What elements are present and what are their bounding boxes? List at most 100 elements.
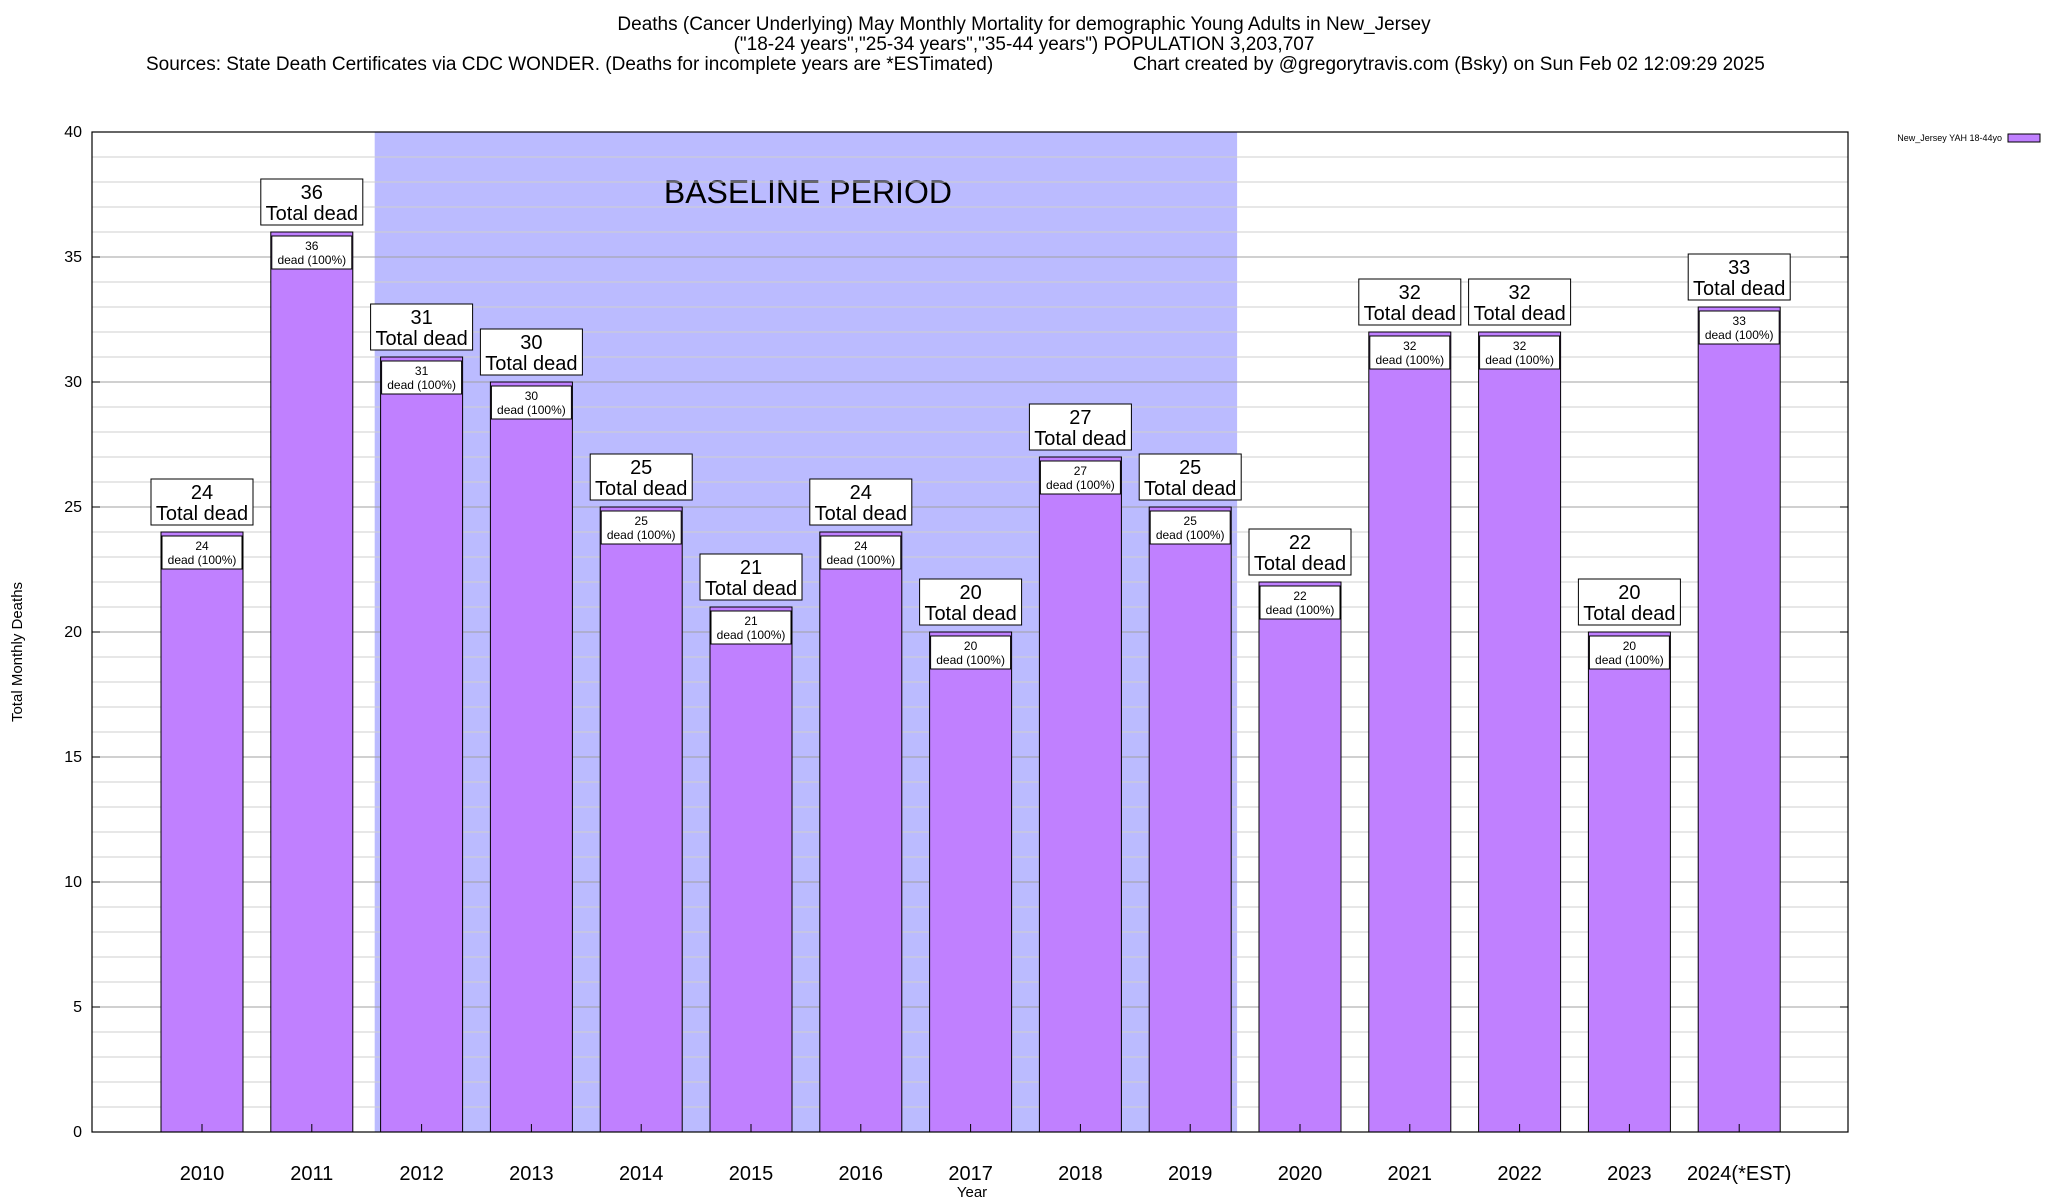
bar-inner-label: dead (100%) <box>717 628 786 642</box>
bar-inner-label-box <box>1698 310 1780 345</box>
bar-inner-value: 36 <box>305 239 319 253</box>
baseline-period-label: BASELINE PERIOD <box>664 174 952 210</box>
bar <box>489 381 573 1133</box>
bar-total-label: Total dead <box>1364 303 1456 325</box>
bar <box>819 531 903 1133</box>
bar-total-label-box <box>370 303 474 351</box>
x-tick-label: 2020 <box>1278 1163 1323 1185</box>
y-tick-label: 5 <box>73 999 82 1016</box>
bar-total-label-box <box>150 478 254 526</box>
bar-total-label-box <box>699 553 803 601</box>
bar-total-label-box <box>1577 578 1681 626</box>
bar-inner-label-box <box>1259 585 1341 620</box>
bar-inner-label-box <box>820 535 902 570</box>
bar-total-label-box <box>1138 453 1242 501</box>
bar-total-label-box <box>1028 403 1132 451</box>
bar-total-value: 36 <box>301 182 323 204</box>
y-tick-label: 30 <box>64 374 82 391</box>
bar-total-label: Total dead <box>156 503 248 525</box>
bar <box>1368 331 1452 1133</box>
bar-total-value: 21 <box>740 557 762 579</box>
bar-inner-value: 32 <box>1513 339 1527 353</box>
legend-label: New_Jersey YAH 18-44yo <box>1897 133 2002 143</box>
bar-inner-value: 22 <box>1293 589 1307 603</box>
bar <box>709 606 793 1133</box>
x-tick-label: 2011 <box>290 1163 333 1185</box>
y-tick-label: 40 <box>64 124 82 141</box>
bar <box>1478 331 1562 1133</box>
bar <box>270 231 354 1133</box>
bar <box>929 631 1013 1133</box>
bar-total-label-box <box>260 178 364 226</box>
legend-swatch <box>2007 133 2041 143</box>
bar-total-value: 30 <box>520 332 542 354</box>
bar <box>160 531 244 1133</box>
bar-inner-label-box <box>1479 335 1561 370</box>
bar-inner-value: 20 <box>964 639 978 653</box>
bar-inner-label-box <box>490 385 572 420</box>
bar-inner-label-box <box>161 535 243 570</box>
bar-total-label: Total dead <box>1034 428 1126 450</box>
bar-total-label: Total dead <box>485 353 577 375</box>
bar-inner-label: dead (100%) <box>497 403 566 417</box>
bar-total-label: Total dead <box>595 478 687 500</box>
bar-total-label-box <box>479 328 583 376</box>
chart-sources: Sources: State Death Certificates via CD… <box>146 54 994 75</box>
bar-inner-label-box <box>1588 635 1670 670</box>
bar-total-label-box <box>1358 278 1462 326</box>
bar-total-value: 22 <box>1289 532 1311 554</box>
bar <box>1587 631 1671 1133</box>
bar-total-label: Total dead <box>924 603 1016 625</box>
bar-inner-label-box <box>1369 335 1451 370</box>
bar <box>1258 581 1342 1133</box>
x-tick-label: 2017 <box>948 1163 993 1185</box>
bar <box>599 506 683 1133</box>
bar-total-value: 25 <box>1179 457 1201 479</box>
bar-inner-value: 21 <box>744 614 758 628</box>
bar-total-label: Total dead <box>815 503 907 525</box>
bar-inner-value: 32 <box>1403 339 1417 353</box>
bar-inner-value: 33 <box>1733 314 1747 328</box>
bar-inner-label: dead (100%) <box>168 553 237 567</box>
bar-total-value: 24 <box>191 482 213 504</box>
x-axis-label: Year <box>957 1184 987 1200</box>
bar-inner-value: 25 <box>1184 514 1198 528</box>
bar-total-label-box <box>919 578 1023 626</box>
bar-inner-label: dead (100%) <box>607 528 676 542</box>
bar-total-label-box <box>589 453 693 501</box>
bar-inner-label: dead (100%) <box>1595 653 1664 667</box>
bar-inner-value: 25 <box>635 514 649 528</box>
bar-total-value: 27 <box>1069 407 1091 429</box>
bar-inner-label-box <box>271 235 353 270</box>
y-tick-label: 10 <box>64 874 82 891</box>
bar-inner-label: dead (100%) <box>936 653 1005 667</box>
bar-total-label-box <box>1248 528 1352 576</box>
bar-total-value: 24 <box>850 482 872 504</box>
bar-inner-label: dead (100%) <box>1485 353 1554 367</box>
bar-inner-label: dead (100%) <box>387 378 456 392</box>
bar-total-value: 31 <box>410 307 432 329</box>
bar-total-label-box <box>1687 253 1791 301</box>
x-tick-label: 2023 <box>1607 1163 1652 1185</box>
x-tick-label: 2016 <box>839 1163 884 1185</box>
x-tick-label: 2010 <box>180 1163 225 1185</box>
x-tick-label: 2018 <box>1058 1163 1103 1185</box>
bar-total-value: 20 <box>959 582 981 604</box>
bar-inner-label-box <box>710 610 792 645</box>
bar <box>1148 506 1232 1133</box>
bar-inner-label-box <box>930 635 1012 670</box>
y-tick-label: 0 <box>73 1124 82 1141</box>
y-tick-label: 20 <box>64 624 82 641</box>
bar-inner-label: dead (100%) <box>1266 603 1335 617</box>
bar-total-label: Total dead <box>705 578 797 600</box>
bar-inner-label: dead (100%) <box>826 553 895 567</box>
bar-inner-label-box <box>1039 460 1121 495</box>
bar-total-label: Total dead <box>1583 603 1675 625</box>
x-tick-label: 2015 <box>729 1163 774 1185</box>
chart-credit: Chart created by @gregorytravis.com (Bsk… <box>1133 54 1765 75</box>
bar-inner-label: dead (100%) <box>277 253 346 267</box>
bar-total-label-box <box>809 478 913 526</box>
bar-inner-label-box <box>1149 510 1231 545</box>
bar-inner-value: 27 <box>1074 464 1088 478</box>
